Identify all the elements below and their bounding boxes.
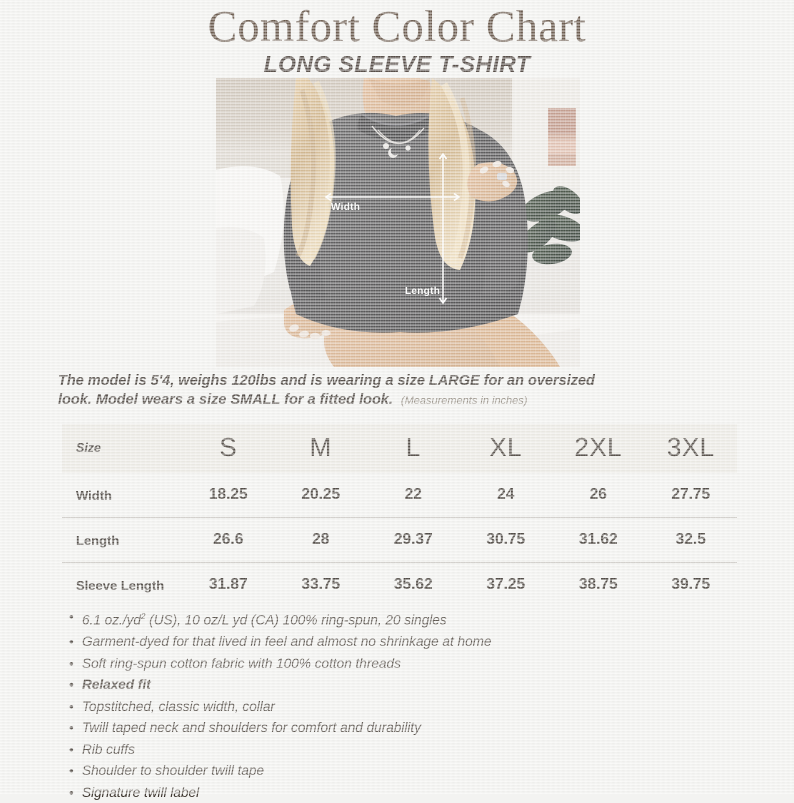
model-description-line1: The model is 5'4, weighs 120lbs and is w… <box>58 373 595 389</box>
row-label-sleeve-length: Sleeve Length <box>62 562 182 607</box>
cell-width-2xl: 26 <box>589 486 607 503</box>
size-header-m: M <box>274 424 367 473</box>
table-corner-label: Size <box>62 424 182 473</box>
feature-text: Topstitched, classic width, collar <box>82 698 275 714</box>
size-header-2xl: 2XL <box>552 424 645 473</box>
row-label-width: Width <box>76 487 112 503</box>
table-row-sleeve-length: Sleeve Length 31.87 33.75 35.62 37.25 38… <box>62 562 737 607</box>
feature-text: Shoulder to shoulder twill tape <box>82 763 265 779</box>
size-header-3xl: 3XL <box>644 424 737 473</box>
feature-text: Twill taped neck and shoulders for comfo… <box>82 720 422 736</box>
measurement-arrows <box>324 152 461 305</box>
page-subtitle: LONG SLEEVE T-SHIRT <box>263 51 531 77</box>
feature-text: Relaxed fit <box>82 677 151 693</box>
product-features-list: 6.1 oz./yd2 (US), 10 oz/L yd (CA) 100% r… <box>68 606 728 803</box>
list-item: Soft ring-spun cotton fabric with 100% c… <box>68 653 728 675</box>
cell-length-s: 26.6 <box>182 517 275 563</box>
cell-length-xl: 30.75 <box>459 517 552 563</box>
table-body: Width 18.25 20.25 22 24 26 27.75 Length … <box>62 473 737 607</box>
cell-length-m: 28 <box>274 517 367 563</box>
list-item: Shoulder to shoulder twill tape <box>68 760 728 782</box>
cell-length-l: 29.37 <box>367 517 460 563</box>
list-item: Relaxed fit <box>68 674 728 696</box>
row-label-length: Length <box>62 517 182 563</box>
cell-sleeve-s: 31.87 <box>182 562 275 607</box>
table-header: Size S M L XL 2XL 3XL <box>62 424 737 473</box>
feature-text-after: (US), 10 oz/L yd (CA) 100% ring-spun, 20… <box>145 612 447 628</box>
product-photo-illustration <box>216 78 580 367</box>
feature-text: Signature twill label <box>82 784 200 800</box>
list-item: Signature twill label <box>68 782 728 803</box>
cell-sleeve-3xl: 39.75 <box>644 562 737 607</box>
measurement-units-note: (Measurements in inches) <box>400 394 528 407</box>
feature-text: Rib cuffs <box>82 741 135 757</box>
list-item: Garment-dyed for that lived in feel and … <box>68 631 728 653</box>
cell-sleeve-xl: 37.25 <box>459 562 552 607</box>
cell-length-2xl: 31.62 <box>552 517 645 563</box>
model-description-line2: look. Model wears a size SMALL for a fit… <box>58 391 393 408</box>
page-title: Comfort Color Chart <box>207 2 587 51</box>
table-row-length: Length 26.6 28 29.37 30.75 31.62 32.5 <box>62 517 737 563</box>
cell-sleeve-m: 33.75 <box>274 562 367 607</box>
list-item: Rib cuffs <box>68 739 728 761</box>
length-measurement-label: Length <box>405 286 441 297</box>
table-header-row: Size S M L XL 2XL 3XL <box>62 424 737 473</box>
list-item: Topstitched, classic width, collar <box>68 696 728 718</box>
product-photo: Width Length <box>216 78 580 367</box>
cell-sleeve-2xl: 38.75 <box>552 562 645 607</box>
size-header-xl: XL <box>459 424 552 473</box>
cell-width-xl: 24 <box>497 486 515 503</box>
width-measurement-label: Width <box>331 202 361 213</box>
size-chart-table: Size S M L XL 2XL 3XL Width 18.25 20.25 … <box>62 424 737 607</box>
feature-text: Garment-dyed for that lived in feel and … <box>82 634 492 650</box>
list-item: Twill taped neck and shoulders for comfo… <box>68 717 728 739</box>
feature-text: 6.1 oz./yd <box>82 612 141 628</box>
table-row-width: Width 18.25 20.25 22 24 26 27.75 <box>62 473 737 518</box>
feature-superscript: 2 <box>140 612 146 621</box>
cell-width-m: 20.25 <box>301 486 341 503</box>
size-header-s: S <box>182 424 275 473</box>
cell-sleeve-l: 35.62 <box>367 562 460 607</box>
cell-width-s: 18.25 <box>208 486 248 503</box>
cell-length-3xl: 32.5 <box>644 517 737 563</box>
cell-width-3xl: 27.75 <box>671 486 711 503</box>
cell-width-l: 22 <box>404 486 422 503</box>
feature-text: Soft ring-spun cotton fabric with 100% c… <box>82 655 401 671</box>
model-description: The model is 5'4, weighs 120lbs and is w… <box>58 372 708 410</box>
size-header-l: L <box>367 424 460 473</box>
list-item: 6.1 oz./yd2 (US), 10 oz/L yd (CA) 100% r… <box>68 606 728 631</box>
